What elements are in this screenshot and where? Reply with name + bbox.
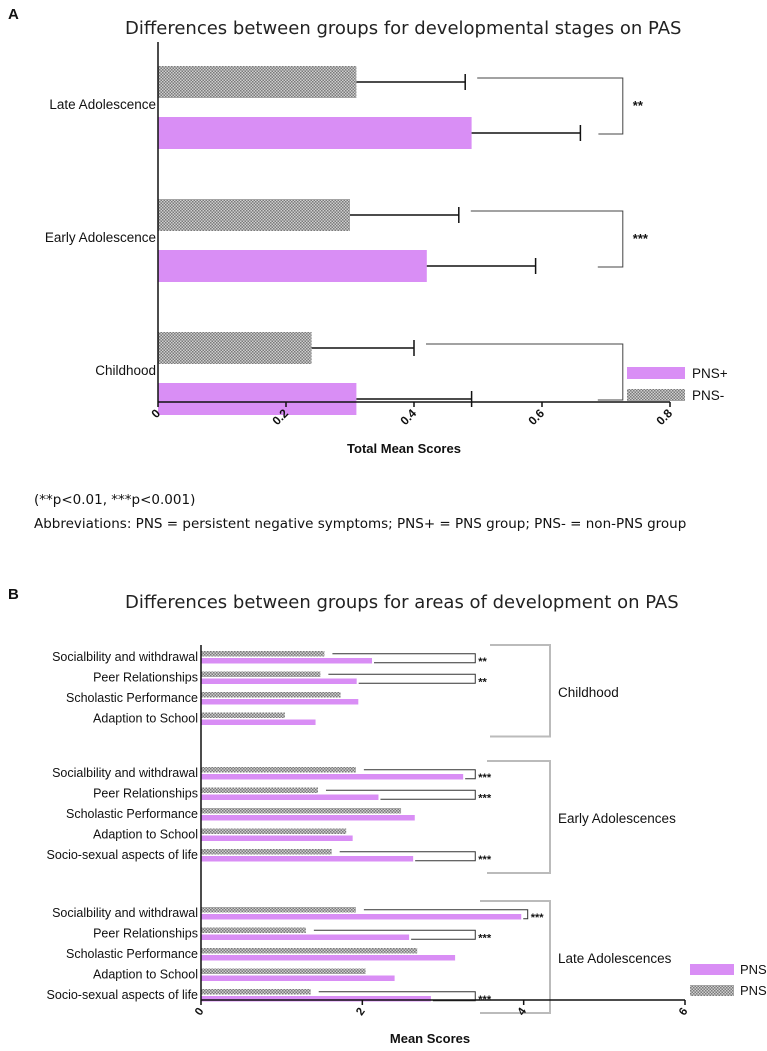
category-label: Peer Relationships (93, 671, 198, 685)
category-label: Early Adolescence (45, 230, 156, 245)
legend-swatch-pns-minus (690, 985, 734, 996)
group-bracket (480, 900, 551, 1014)
significance-marker: *** (633, 231, 649, 246)
panel-a-title: Differences between groups for developme… (125, 18, 682, 39)
bar-pns-plus (201, 719, 316, 725)
legend-label-pns-minus: PNS- (692, 388, 724, 403)
significance-bracket (332, 653, 476, 664)
bar-pns-plus (201, 856, 414, 862)
category-label: Adaption to School (93, 968, 198, 982)
group-bracket (487, 760, 551, 874)
significance-marker: ** (478, 676, 487, 688)
bar-pns-plus (201, 658, 373, 664)
x-tick-label: 2 (354, 1006, 368, 1018)
bar-pns-plus (201, 794, 379, 800)
bar-pns-minus (158, 332, 312, 364)
significance-marker: *** (478, 792, 492, 804)
bar-pns-minus (201, 767, 356, 773)
bar-pns-minus (201, 651, 325, 657)
bar-pns-minus (201, 907, 356, 913)
significance-bracket (363, 909, 529, 920)
bar-pns-minus (201, 712, 285, 718)
bar-pns-minus (201, 671, 321, 677)
significance-bracket (313, 929, 476, 940)
category-label: Scholastic Performance (66, 947, 198, 961)
category-label: Peer Relationships (93, 787, 198, 801)
significance-bracket (328, 673, 476, 684)
group-bracket (490, 644, 551, 738)
bar-pns-plus (201, 996, 431, 1002)
panel-b-title: Differences between groups for areas of … (125, 592, 679, 613)
bar-pns-minus (158, 66, 357, 98)
x-tick-label: 0 (193, 1006, 207, 1018)
significance-marker: *** (531, 912, 545, 924)
bar-pns-minus (201, 828, 347, 834)
legend-swatch-pns-plus (690, 964, 734, 975)
significance-bracket (426, 343, 624, 401)
bar-pns-minus (158, 199, 350, 231)
significance-marker: ** (478, 656, 487, 668)
bar-pns-minus (201, 692, 341, 698)
group-label: Late Adolescences (558, 951, 672, 966)
significance-bracket (325, 789, 476, 800)
x-tick-label: 6 (677, 1006, 691, 1018)
bar-pns-plus (201, 975, 395, 981)
category-label: Scholastic Performance (66, 807, 198, 821)
x-axis-title: Mean Scores (390, 1031, 470, 1046)
bar-pns-plus (201, 914, 522, 920)
significance-marker: *** (478, 772, 492, 784)
bar-pns-minus (201, 927, 306, 933)
significance-bracket (339, 851, 476, 862)
category-label: Adaption to School (93, 712, 198, 726)
category-label: Peer Relationships (93, 927, 198, 941)
bar-pns-minus (201, 948, 418, 954)
bar-pns-plus (201, 678, 357, 684)
category-label: Adaption to School (93, 828, 198, 842)
significance-note: (**p<0.01, ***p<0.001) (34, 492, 196, 508)
significance-marker: ** (633, 98, 644, 113)
bar-pns-minus (201, 968, 366, 974)
legend-swatch-pns-plus (627, 367, 685, 379)
bar-pns-minus (201, 808, 402, 814)
category-label: Socialbility and withdrawal (52, 766, 198, 780)
category-label: Late Adolescence (49, 97, 156, 112)
bar-pns-plus (158, 250, 427, 282)
group-label: Childhood (558, 685, 619, 700)
category-label: Socio-sexual aspects of life (47, 988, 199, 1002)
significance-bracket (477, 77, 624, 135)
legend-label-pns-plus: PNS+ (692, 366, 728, 381)
bar-pns-minus (201, 787, 318, 793)
abbreviations-note: Abbreviations: PNS = persistent negative… (34, 516, 687, 532)
bar-pns-plus (201, 699, 359, 705)
category-label: Socialbility and withdrawal (52, 650, 198, 664)
bar-pns-minus (201, 989, 311, 995)
legend-label-pns-minus: PNS- (740, 983, 767, 998)
panel-b-letter: B (8, 586, 19, 603)
bar-pns-minus (201, 849, 332, 855)
category-label: Socio-sexual aspects of life (47, 848, 199, 862)
x-axis-title: Total Mean Scores (347, 441, 461, 456)
legend-label-pns-plus: PNS+ (740, 962, 767, 977)
bar-pns-plus (158, 117, 472, 149)
bar-pns-plus (201, 774, 464, 780)
bar-pns-plus (201, 835, 353, 841)
significance-marker: *** (478, 854, 492, 866)
category-label: Childhood (95, 363, 156, 378)
bar-pns-plus (201, 934, 410, 940)
group-label: Early Adolescences (558, 811, 676, 826)
bar-pns-plus (201, 955, 456, 961)
panel-a-letter: A (8, 6, 19, 23)
significance-bracket (363, 769, 476, 780)
legend-swatch-pns-minus (627, 389, 685, 401)
bar-pns-plus (201, 815, 415, 821)
bar-pns-plus (158, 383, 357, 415)
category-label: Socialbility and withdrawal (52, 906, 198, 920)
significance-bracket (470, 210, 624, 268)
panel-a-chart: Late Adolescence ** Early Adolescence *** Ch… (45, 42, 728, 456)
x-tick-label: 4 (516, 1005, 530, 1018)
significance-marker: *** (478, 932, 492, 944)
category-label: Scholastic Performance (66, 691, 198, 705)
